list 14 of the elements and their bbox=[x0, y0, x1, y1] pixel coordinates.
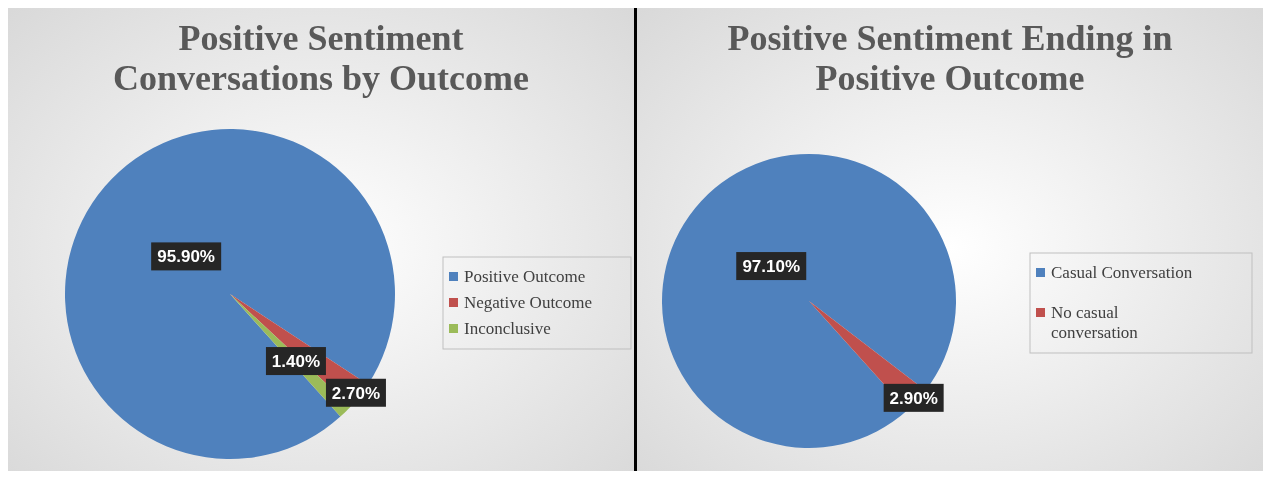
pie-slice bbox=[662, 154, 956, 448]
chart-title: Positive Sentiment Conversations by Outcome bbox=[113, 18, 530, 98]
legend-label: Negative Outcome bbox=[464, 293, 592, 312]
data-label: 2.70% bbox=[331, 383, 381, 403]
data-label: 1.40% bbox=[271, 352, 321, 372]
data-label: 95.90% bbox=[157, 247, 215, 267]
data-label: 97.10% bbox=[742, 257, 801, 277]
pie-slice bbox=[65, 129, 395, 459]
legend-label: Positive Outcome bbox=[464, 267, 586, 286]
chart-title: Positive Sentiment Ending in Positive Outcome bbox=[727, 18, 1173, 98]
legend-label: No casual conversation bbox=[1051, 303, 1139, 342]
data-label: 2.90% bbox=[889, 388, 938, 408]
legend-label: Casual Conversation bbox=[1051, 263, 1193, 282]
legend-label: Inconclusive bbox=[464, 319, 551, 338]
